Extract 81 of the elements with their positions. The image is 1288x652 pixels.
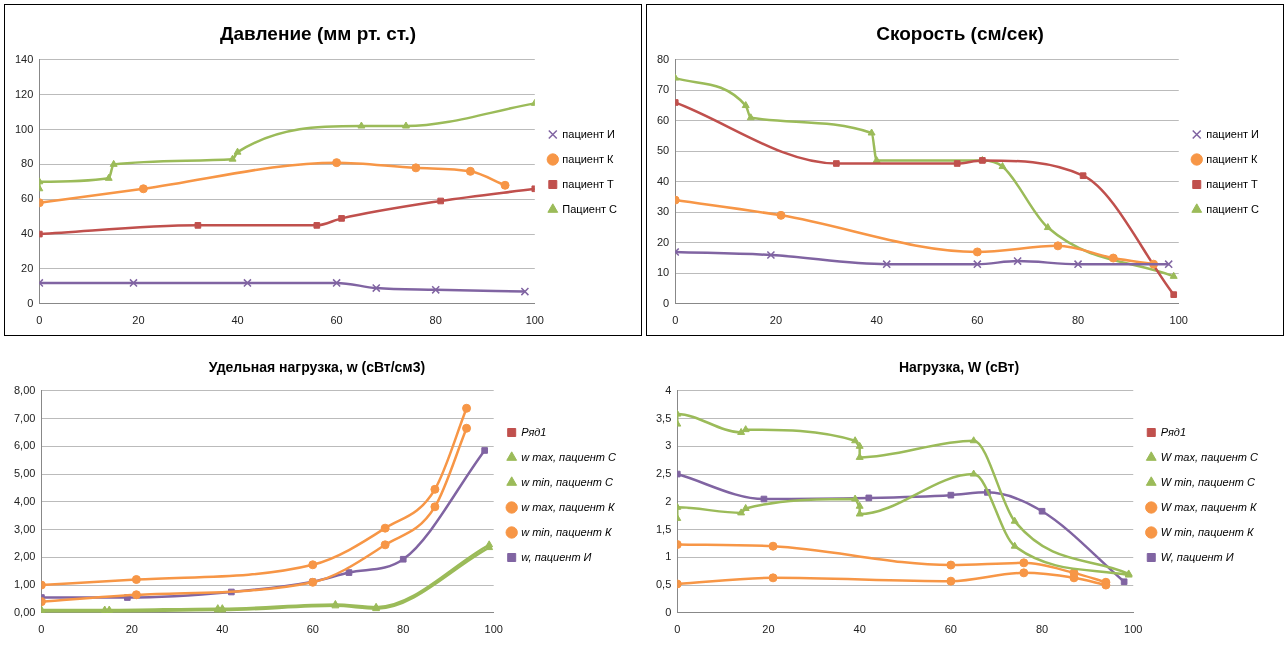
legend-label: w max, пациент К (521, 500, 616, 513)
legend-label: W min, пациент К (1160, 525, 1254, 538)
legend-label: пациент Т (562, 177, 615, 190)
x-tick-label: 0 (38, 623, 45, 636)
legend-label: W max, пациент С (1160, 450, 1259, 463)
y-tick-label: 70 (656, 83, 670, 96)
legend-label: w, пациент И (521, 550, 592, 563)
legend-label: W, пациент И (1160, 550, 1234, 563)
chart-title: Нагрузка, W (сВт) (898, 359, 1020, 376)
y-tick-label: 6,00 (13, 439, 36, 452)
y-tick-label: 3,5 (655, 411, 672, 424)
y-tick-label: 8,00 (13, 383, 36, 396)
y-tick-label: 4,00 (13, 494, 36, 507)
legend-label: пациент К (562, 152, 615, 165)
y-tick-label: 0,00 (13, 605, 36, 618)
y-tick-label: 10 (656, 266, 670, 279)
y-tick-label: 40 (21, 227, 34, 240)
x-tick-label: 100 (525, 314, 544, 327)
y-tick-label: 20 (21, 261, 34, 274)
y-tick-label: 0 (665, 605, 672, 618)
chart-title: Скорость (см/сек) (876, 22, 1044, 44)
x-tick-label: 60 (971, 314, 984, 327)
x-tick-label: 100 (1124, 623, 1143, 636)
y-tick-label: 2,5 (655, 467, 672, 480)
x-tick-label: 80 (429, 314, 442, 327)
legend-label: Ряд1 (521, 425, 547, 438)
x-tick-label: 100 (484, 623, 503, 636)
x-tick-label: 20 (762, 623, 775, 636)
y-tick-label: 1,00 (13, 578, 36, 591)
y-tick-label: 2,00 (13, 550, 36, 563)
y-tick-label: 80 (656, 52, 670, 65)
y-tick-label: 0 (663, 296, 670, 309)
y-tick-label: 100 (14, 122, 34, 135)
y-tick-label: 20 (656, 235, 670, 248)
y-tick-label: 120 (14, 87, 34, 100)
y-tick-label: 3,00 (13, 522, 36, 535)
x-tick-label: 0 (674, 623, 681, 636)
y-tick-label: 80 (21, 157, 34, 170)
x-tick-label: 60 (306, 623, 319, 636)
x-tick-label: 20 (125, 623, 138, 636)
legend-label: пациент И (1206, 127, 1259, 140)
legend-label: Ряд1 (1160, 425, 1187, 438)
x-tick-label: 80 (1071, 314, 1085, 327)
y-tick-label: 40 (656, 174, 670, 187)
legend-label: пациент К (1206, 152, 1259, 165)
x-tick-label: 40 (231, 314, 244, 327)
x-tick-label: 60 (944, 623, 957, 636)
y-tick-label: 1,5 (655, 522, 672, 535)
y-tick-label: 50 (656, 144, 670, 157)
x-tick-label: 80 (397, 623, 410, 636)
x-tick-label: 40 (853, 623, 866, 636)
y-tick-label: 7,00 (13, 411, 36, 424)
legend-label: пациент И (562, 127, 616, 140)
legend-label: w min, пациент К (521, 525, 612, 538)
y-tick-label: 30 (656, 205, 670, 218)
legend-label: w min, пациент С (521, 475, 613, 488)
legend-label: пациент С (1206, 202, 1260, 215)
y-tick-label: 0,5 (655, 578, 672, 591)
x-tick-label: 40 (870, 314, 883, 327)
y-tick-label: 0 (27, 296, 34, 309)
y-tick-label: 5,00 (13, 467, 36, 480)
y-tick-label: 4 (665, 383, 672, 396)
x-tick-label: 20 (132, 314, 145, 327)
x-tick-label: 60 (330, 314, 343, 327)
legend-label: Пациент С (562, 202, 618, 215)
x-tick-label: 100 (1169, 314, 1188, 327)
legend-label: пациент Т (1206, 177, 1259, 190)
x-tick-label: 20 (769, 314, 783, 327)
y-tick-label: 60 (21, 192, 34, 205)
legend-label: W min, пациент С (1160, 475, 1255, 488)
y-tick-label: 140 (14, 52, 34, 65)
x-tick-label: 80 (1035, 623, 1049, 636)
y-tick-label: 1 (665, 550, 672, 563)
chart-title: Удельная нагрузка, w (сВт/см3) (208, 359, 426, 376)
legend-label: w max, пациент С (521, 450, 617, 463)
y-tick-label: 2 (665, 494, 672, 507)
y-tick-label: 3 (665, 439, 672, 452)
chart-title: Давление (мм рт. ст.) (220, 22, 416, 44)
legend-label: W max, пациент К (1160, 500, 1258, 513)
x-tick-label: 40 (216, 623, 229, 636)
y-tick-label: 60 (656, 113, 670, 126)
